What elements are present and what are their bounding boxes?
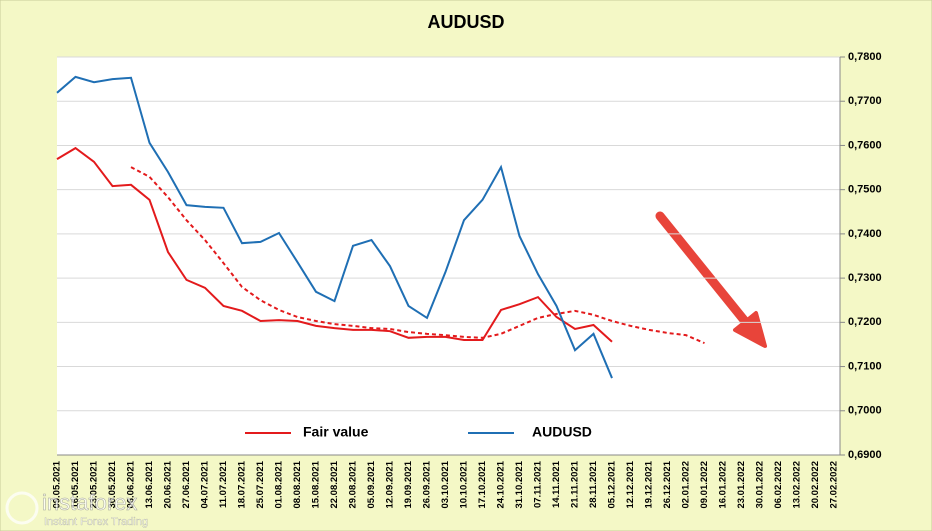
legend-label: AUDUSD	[532, 424, 592, 440]
x-tick-label: 26.12.2021	[662, 460, 673, 508]
x-tick-label: 14.11.2021	[551, 460, 562, 508]
x-tick-label: 08.08.2021	[292, 460, 303, 508]
x-tick-label: 28.11.2021	[588, 460, 599, 508]
line	[56, 146, 613, 343]
x-tick-label: 06.02.2022	[773, 461, 784, 509]
x-tick-label: 31.10.2021	[514, 460, 525, 508]
y-tick-label: 0,7500	[848, 184, 882, 196]
x-tick-label: 11.07.2021	[218, 460, 229, 508]
x-tick-label: 09.01.2022	[699, 461, 710, 509]
x-tick-label: 30.05.2021	[107, 460, 118, 508]
x-tick-label: 19.12.2021	[644, 460, 655, 508]
x-tick-label: 25.07.2021	[255, 460, 266, 508]
y-tick-label: 0,7100	[848, 360, 882, 372]
y-tick-label: 0,6900	[848, 449, 882, 461]
y-tick-label: 0,7700	[848, 95, 882, 107]
x-tick-label: 19.09.2021	[403, 460, 414, 508]
x-tick-label: 16.05.2021	[70, 460, 81, 508]
x-tick-label: 22.08.2021	[329, 460, 340, 508]
x-tick-label: 27.06.2021	[181, 460, 192, 508]
x-tick-label: 13.02.2022	[792, 461, 803, 509]
plot-area	[57, 57, 840, 455]
x-tick-label: 30.01.2022	[755, 461, 766, 509]
legend-label: Fair value	[303, 424, 369, 440]
x-tick-label: 26.09.2021	[422, 460, 433, 508]
x-tick-label: 23.01.2022	[736, 461, 747, 509]
x-tick-label: 02.01.2022	[681, 461, 692, 509]
x-tick-label: 15.08.2021	[311, 460, 322, 508]
x-tick-label: 21.11.2021	[570, 460, 581, 508]
x-tick-label: 12.09.2021	[385, 460, 396, 508]
x-tick-label: 05.12.2021	[607, 460, 618, 508]
x-tick-label: 06.06.2021	[126, 460, 137, 508]
x-tick-label: 05.09.2021	[366, 460, 377, 508]
y-tick-label: 0,7200	[848, 316, 882, 328]
watermark: instaforex Instant Forex Trading	[5, 490, 148, 528]
x-tick-label: 03.10.2021	[440, 460, 451, 508]
y-tick-label: 0,7800	[848, 51, 882, 63]
y-tick-label: 0,7000	[848, 405, 882, 417]
y-tick-label: 0,7300	[848, 272, 882, 284]
y-tick-label: 0,7400	[848, 228, 882, 240]
x-tick-label: 27.02.2022	[829, 461, 840, 509]
x-tick-label: 12.12.2021	[625, 460, 636, 508]
y-tick-label: 0,7600	[848, 139, 882, 151]
x-tick-label: 23.05.2021	[89, 460, 100, 508]
x-tick-label: 29.08.2021	[348, 460, 359, 508]
x-tick-label: 16.01.2022	[718, 461, 729, 509]
x-tick-label: 13.06.2021	[144, 460, 155, 508]
x-tick-label: 01.08.2021	[274, 460, 285, 508]
x-tick-label: 24.10.2021	[496, 460, 507, 508]
x-tick-label: 04.07.2021	[200, 460, 211, 508]
watermark-tagline: Instant Forex Trading	[44, 516, 148, 528]
x-tick-label: 18.07.2021	[237, 460, 248, 508]
x-tick-label: 09.05.2021	[52, 460, 63, 508]
x-tick-label: 20.02.2022	[810, 461, 821, 509]
x-tick-label: 07.11.2021	[533, 460, 544, 508]
chart-title: AUDUSD	[427, 12, 504, 32]
line	[56, 75, 613, 379]
x-tick-label: 17.10.2021	[477, 460, 488, 508]
x-tick-label: 20.06.2021	[163, 460, 174, 508]
watermark-brand: instaforex	[42, 490, 137, 515]
line	[130, 166, 705, 345]
x-tick-label: 10.10.2021	[459, 460, 470, 508]
